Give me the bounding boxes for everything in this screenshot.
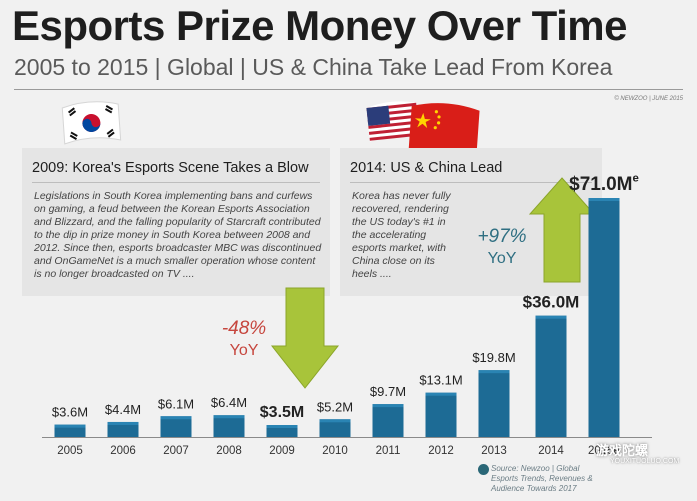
bar-top-2005 [54, 424, 86, 428]
value-label-2015: $71.0Me [569, 172, 639, 195]
x-tick-2015: 2015e [588, 445, 620, 457]
bar-2005 [54, 424, 86, 437]
bar-2013 [478, 370, 510, 437]
bar-top-2007 [160, 416, 192, 420]
bar-2006 [107, 421, 139, 437]
title-divider [14, 89, 683, 90]
bar-2007 [160, 416, 192, 437]
korea-panel: 2009: Korea's Esports Scene Takes a Blow… [22, 148, 330, 296]
chart-baseline [42, 437, 652, 438]
bar-top-2009 [266, 425, 298, 428]
newzoo-logo-icon [478, 464, 489, 475]
watermark-url: YOUXITUOLUO.COM [610, 458, 680, 465]
growth-percent: +97% [477, 226, 527, 247]
value-label-2007: $6.1M [158, 396, 194, 411]
page-title: Esports Prize Money Over Time [12, 2, 627, 49]
decline-yoy-label: YoY [229, 342, 259, 359]
decline-callout: -48% YoY [214, 318, 274, 362]
bar-top-2013 [478, 370, 510, 374]
watermark-logo: 游戏陀螺 [596, 443, 649, 458]
growth-yoy-label: YoY [487, 250, 517, 267]
x-tick-2009: 2009 [269, 445, 295, 457]
growth-callout: +97% YoY [472, 226, 532, 270]
source-note: Source: Newzoo | Global Esports Trends, … [491, 464, 593, 493]
decline-arrow [270, 287, 340, 389]
korea-panel-title: 2009: Korea's Esports Scene Takes a Blow [32, 160, 309, 176]
us-china-panel-divider [350, 182, 592, 183]
value-label-2005: $3.6M [52, 405, 88, 420]
bar-top-2006 [107, 421, 139, 425]
us-china-panel-title: 2014: US & China Lead [350, 160, 503, 176]
decline-percent: -48% [221, 318, 267, 339]
korea-panel-text: Legislations in South Korea implementing… [34, 190, 322, 280]
x-tick-2008: 2008 [216, 445, 242, 457]
bar-2012 [425, 392, 457, 437]
value-label-2014: $36.0M [523, 293, 580, 312]
x-tick-2005: 2005 [57, 445, 83, 457]
bar-top-2008 [213, 415, 245, 419]
us-flag-icon [366, 101, 420, 142]
us-china-panel-text: Korea has never fully recovered, renderi… [352, 190, 451, 280]
bar-top-2011 [372, 404, 404, 408]
korea-panel-divider [32, 182, 320, 183]
korea-flag-icon [61, 101, 122, 145]
value-label-2009: $3.5M [260, 404, 304, 421]
value-label-2011: $9.7M [370, 384, 406, 399]
value-label-2008: $6.4M [211, 395, 247, 410]
bar-2015 [588, 198, 620, 437]
bar-top-2012 [425, 392, 457, 396]
x-tick-2014: 2014 [538, 445, 564, 457]
bar-top-2010 [319, 419, 351, 423]
x-tick-2007: 2007 [163, 445, 189, 457]
bar-top-2014 [535, 315, 567, 319]
bar-top-2015 [588, 198, 620, 201]
value-label-2010: $5.2M [317, 399, 353, 414]
x-tick-2012: 2012 [428, 445, 454, 457]
china-flag-icon [408, 103, 480, 157]
copyright-note: © NEWZOO | JUNE 2015 [614, 96, 683, 102]
bar-2011 [372, 404, 404, 437]
value-label-2006: $4.4M [105, 402, 141, 417]
value-label-2012: $13.1M [419, 373, 462, 388]
page-subtitle: 2005 to 2015 | Global | US & China Take … [14, 54, 613, 80]
bar-2008 [213, 415, 245, 437]
estimate-marker: e [633, 172, 639, 184]
bar-2014 [535, 315, 567, 437]
x-tick-2010: 2010 [322, 445, 348, 457]
x-tick-2006: 2006 [110, 445, 136, 457]
x-tick-2013: 2013 [481, 445, 507, 457]
value-label-2013: $19.8M [472, 350, 515, 365]
x-tick-2011: 2011 [376, 445, 401, 457]
bar-2010 [319, 419, 351, 437]
